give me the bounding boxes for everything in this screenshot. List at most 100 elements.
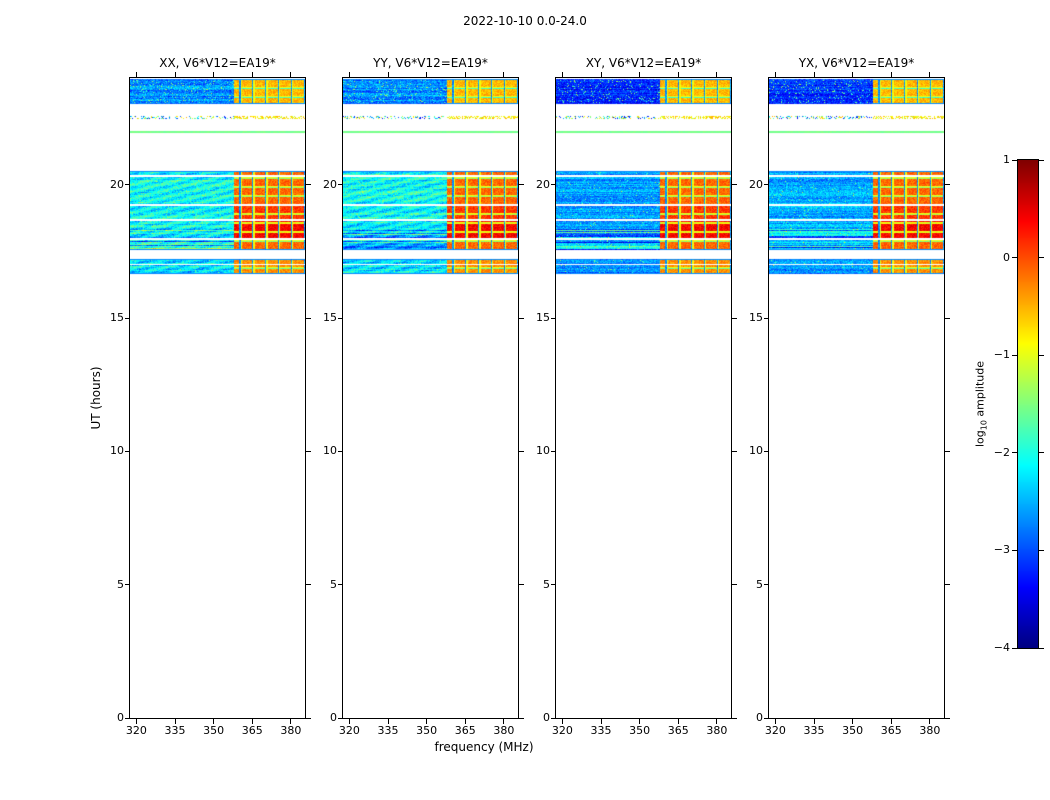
x-tick-label: 350 — [629, 724, 651, 737]
x-tick — [503, 719, 505, 724]
y-tick — [519, 717, 524, 719]
colorbar-label: log10 amplitude — [973, 361, 988, 447]
y-tick-label: 20 — [536, 177, 550, 191]
x-tick — [677, 72, 679, 77]
x-tick-label: 380 — [493, 724, 515, 737]
x-tick-label: 365 — [241, 724, 263, 737]
x-tick — [464, 719, 466, 724]
y-tick — [945, 717, 950, 719]
colorbar-tick-label: −4 — [993, 641, 1010, 654]
x-tick-label: 320 — [125, 724, 147, 737]
x-tick — [426, 719, 428, 724]
colorbar-label-sub: 10 — [979, 420, 989, 431]
x-tick — [213, 72, 215, 77]
x-tick — [251, 72, 253, 77]
y-tick-label: 15 — [749, 311, 763, 324]
y-tick — [125, 317, 130, 319]
x-tick — [251, 719, 253, 724]
y-tick — [306, 450, 311, 452]
y-tick — [125, 584, 130, 586]
y-tick — [764, 184, 769, 186]
colorbar-tick-label: 1 — [1003, 153, 1010, 166]
y-tick — [551, 584, 556, 586]
y-tick — [945, 317, 950, 319]
colorbar-tick — [1012, 452, 1017, 454]
y-tick-label: 5 — [543, 577, 550, 591]
spectrogram-xy — [555, 77, 732, 719]
colorbar-tick-label: −1 — [993, 348, 1010, 362]
x-tick — [813, 719, 815, 724]
x-tick-label: 335 — [590, 724, 612, 737]
y-tick — [945, 450, 950, 452]
y-tick-label: 10 — [536, 444, 550, 458]
x-tick — [813, 72, 815, 77]
y-tick — [551, 184, 556, 186]
y-tick-label: 20 — [749, 177, 763, 191]
spectrogram-yy — [342, 77, 519, 719]
x-tick — [774, 72, 776, 77]
x-tick-label: 335 — [377, 724, 399, 737]
y-tick — [732, 184, 737, 186]
y-tick-label: 5 — [756, 577, 763, 591]
y-tick — [306, 184, 311, 186]
x-tick — [929, 72, 931, 77]
y-tick-label: 10 — [110, 444, 124, 458]
colorbar-tick-label: −3 — [993, 543, 1010, 557]
x-tick — [290, 719, 292, 724]
figure-title: 2022-10-10 0.0-24.0 — [463, 14, 587, 28]
y-tick — [306, 317, 311, 319]
x-tick — [348, 719, 350, 724]
x-tick — [716, 72, 718, 77]
y-tick-label: 20 — [323, 177, 337, 191]
y-tick — [551, 450, 556, 452]
y-tick — [764, 717, 769, 719]
x-tick — [426, 72, 428, 77]
y-tick — [732, 450, 737, 452]
y-tick — [551, 717, 556, 719]
y-tick — [551, 317, 556, 319]
y-tick — [338, 317, 343, 319]
x-tick — [503, 72, 505, 77]
x-tick — [387, 719, 389, 724]
colorbar-tick — [1039, 549, 1044, 551]
x-tick — [639, 719, 641, 724]
y-tick — [338, 584, 343, 586]
x-tick-label: 335 — [803, 724, 825, 737]
colorbar-label-post: amplitude — [973, 360, 987, 421]
y-tick-label: 0 — [117, 711, 124, 724]
x-tick-label: 350 — [842, 724, 864, 737]
x-tick-label: 350 — [416, 724, 438, 737]
colorbar-tick — [1012, 257, 1017, 259]
y-tick-label: 10 — [323, 444, 337, 458]
y-tick — [519, 584, 524, 586]
spectrogram-xx — [129, 77, 306, 719]
y-tick-label: 20 — [110, 177, 124, 191]
x-tick — [561, 72, 563, 77]
y-tick — [764, 584, 769, 586]
y-tick-label: 0 — [330, 711, 337, 724]
y-tick — [306, 584, 311, 586]
x-tick — [135, 72, 137, 77]
colorbar-tick — [1039, 159, 1044, 161]
x-tick — [890, 72, 892, 77]
x-tick-label: 320 — [764, 724, 786, 737]
colorbar-tick — [1039, 257, 1044, 259]
y-tick — [764, 450, 769, 452]
y-tick — [732, 717, 737, 719]
y-tick — [519, 184, 524, 186]
panel-title-xy: XY, V6*V12=EA19* — [585, 56, 702, 70]
x-tick-label: 380 — [280, 724, 302, 737]
x-tick — [639, 72, 641, 77]
colorbar-tick — [1012, 549, 1017, 551]
x-tick — [600, 72, 602, 77]
y-tick — [732, 317, 737, 319]
x-tick — [174, 719, 176, 724]
x-tick — [174, 72, 176, 77]
colorbar-tick-label: −2 — [993, 445, 1010, 459]
x-tick-label: 365 — [880, 724, 902, 737]
x-axis-label: frequency (MHz) — [434, 740, 534, 754]
x-tick — [774, 719, 776, 724]
x-tick — [890, 719, 892, 724]
y-tick-label: 15 — [110, 311, 124, 324]
panel-title-yy: YY, V6*V12=EA19* — [373, 56, 488, 70]
